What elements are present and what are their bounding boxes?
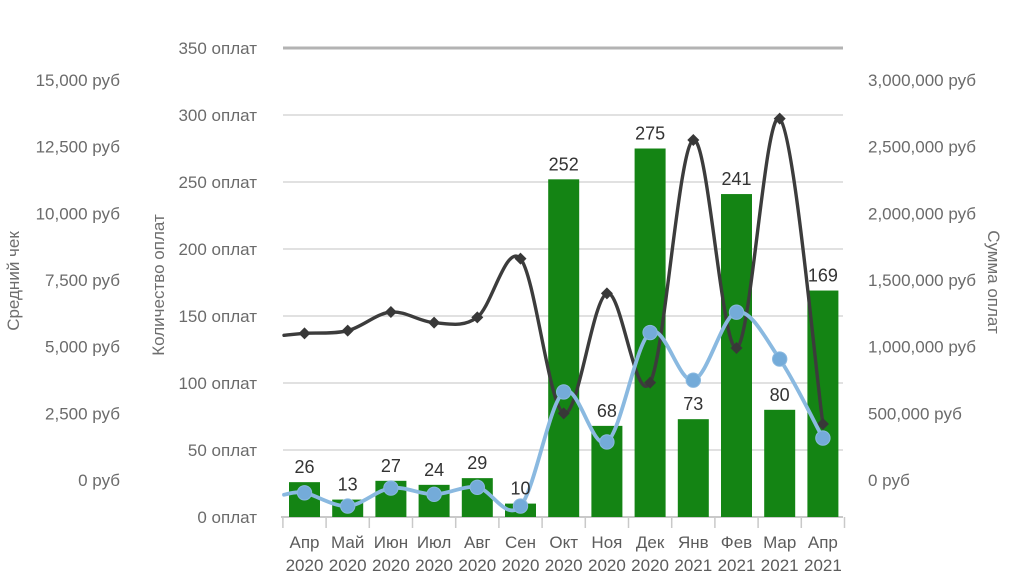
payments-count-tick-label: 300 оплат [178, 106, 257, 125]
bar-value-label: 73 [683, 394, 703, 414]
x-axis-label: Мар 2021 [761, 533, 799, 575]
avg-check-tick-label: 5,000 руб [45, 338, 120, 357]
payments-sum-tick-label: 1,000,000 руб [868, 338, 976, 357]
avg-check-marker[interactable] [600, 287, 613, 300]
payments-sum-marker[interactable] [815, 430, 831, 446]
payments-count-tick-label: 0 оплат [197, 508, 257, 527]
payments-sum-tick-label: 2,500,000 руб [868, 138, 976, 157]
avg-check-marker[interactable] [687, 134, 700, 146]
avg-check-marker[interactable] [341, 324, 354, 337]
payments-sum-marker[interactable] [426, 486, 442, 503]
payments-sum-marker[interactable] [599, 434, 615, 450]
avg-check-marker[interactable] [514, 252, 527, 265]
payments-count-tick-label: 200 оплат [178, 240, 257, 259]
payments-sum-marker[interactable] [642, 324, 658, 341]
avg-check-marker[interactable] [471, 311, 484, 324]
payments-sum-marker[interactable] [512, 498, 529, 514]
x-axis-label: Июл 2020 [415, 533, 453, 575]
payments-sum-tick-label: 3,000,000 руб [868, 71, 976, 90]
avg-check-tick-label: 12,500 руб [36, 138, 121, 157]
payments-sum-marker[interactable] [296, 485, 313, 501]
payments-sum-marker[interactable] [685, 372, 701, 388]
avg-check-tick-label: 10,000 руб [36, 204, 121, 223]
bar-value-label: 29 [467, 453, 487, 473]
bar-value-label: 252 [549, 154, 579, 174]
payments-sum-marker[interactable] [469, 479, 485, 495]
avg-check-tick-label: 7,500 руб [45, 271, 120, 290]
avg-check-marker[interactable] [644, 376, 657, 389]
avg-check-marker[interactable] [816, 418, 829, 430]
avg-check-marker[interactable] [384, 306, 397, 318]
avg-check-marker[interactable] [557, 407, 570, 420]
payments-count-tick-label: 150 оплат [178, 307, 257, 326]
x-axis-label: Сен 2020 [502, 533, 540, 575]
x-axis-label: Июн 2020 [372, 533, 410, 575]
bars-series [289, 148, 839, 517]
payments-count-tick-label: 50 оплат [188, 441, 257, 460]
payments-sum-marker[interactable] [556, 384, 572, 400]
payments-sum-marker[interactable] [728, 304, 745, 320]
payments-sum-tick-label: 2,000,000 руб [868, 204, 976, 223]
payments-sum-marker[interactable] [340, 498, 356, 514]
avg-check-marker[interactable] [428, 316, 441, 329]
payments-count-tick-label: 100 оплат [178, 374, 257, 393]
avg-check-tick-label: 2,500 руб [45, 404, 120, 423]
x-axis-label: Дек 2020 [631, 533, 669, 575]
bar-value-label: 10 [510, 479, 530, 499]
bar-value-label: 27 [381, 456, 401, 476]
x-axis-label: Апр 2020 [286, 533, 324, 575]
bar-Мар-2021[interactable] [764, 409, 796, 517]
bar-value-label: 68 [597, 401, 617, 421]
bar-value-label: 13 [338, 475, 358, 495]
payments-sum-tick-label: 1,500,000 руб [868, 271, 976, 290]
x-axis-label: Апр 2021 [804, 533, 842, 575]
x-axis-label: Авг 2020 [458, 533, 496, 575]
payments-count-tick-label: 350 оплат [178, 39, 257, 58]
avg-check-marker[interactable] [773, 112, 786, 125]
avg-check-tick-label: 15,000 руб [36, 71, 121, 90]
x-axis-label: Ноя 2020 [588, 533, 626, 575]
bar-value-label: 275 [635, 124, 665, 144]
payments-sum-tick-label: 0 руб [868, 471, 910, 490]
avg-check-marker[interactable] [298, 327, 311, 340]
x-axis-label: Фев 2021 [718, 533, 756, 575]
avg-check-tick-label: 0 руб [78, 471, 120, 490]
payments-sum-marker[interactable] [383, 480, 399, 496]
x-axis-label: Май 2020 [329, 533, 367, 575]
bar-value-label: 24 [424, 460, 444, 480]
avg-check-marker[interactable] [730, 342, 743, 354]
bar-Фев-2021[interactable] [721, 194, 752, 517]
x-axis-label: Окт 2020 [545, 533, 583, 575]
bar-value-label: 80 [770, 385, 790, 405]
bar-value-label: 26 [294, 457, 314, 477]
payments-sum-tick-label: 500,000 руб [868, 404, 962, 423]
bar-value-label: 241 [721, 169, 751, 189]
payments-count-tick-label: 250 оплат [178, 173, 257, 192]
bar-Окт-2020[interactable] [548, 179, 580, 517]
x-axis-label: Янв 2021 [674, 533, 712, 575]
bar-Янв-2021[interactable] [677, 419, 709, 517]
payments-sum-marker[interactable] [772, 351, 788, 367]
bar-value-label: 169 [808, 266, 838, 286]
